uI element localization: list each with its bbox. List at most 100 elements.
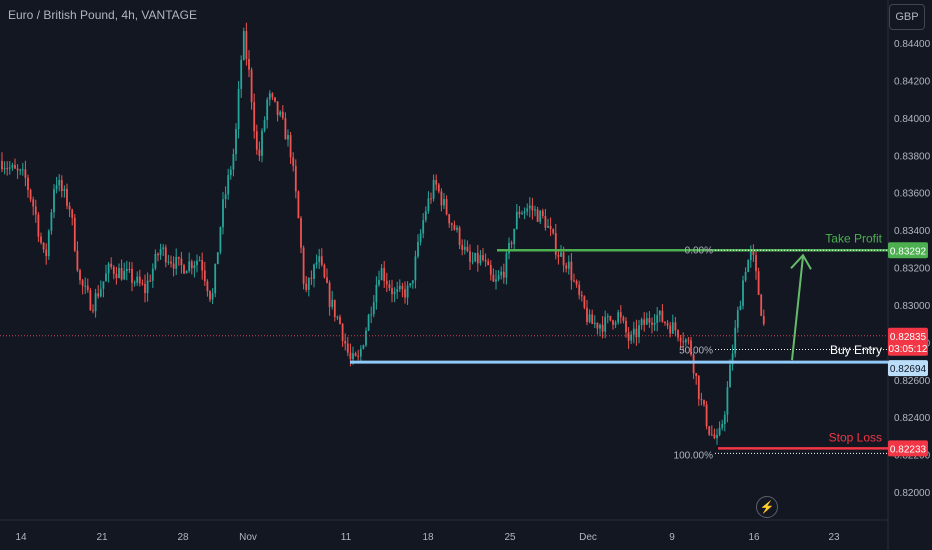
candle-body <box>409 283 412 286</box>
candle-body <box>279 111 282 116</box>
candle-body <box>739 305 742 311</box>
stop-loss-price-tag-bg <box>888 440 928 457</box>
candle-body <box>341 323 344 342</box>
candle-body <box>557 254 560 257</box>
candle-body <box>336 316 339 318</box>
y-tick-label: 0.82400 <box>894 413 931 424</box>
x-tick-label: Dec <box>579 532 597 543</box>
candle-body <box>651 322 653 325</box>
candle-body <box>6 168 9 170</box>
candle-body <box>729 364 731 388</box>
candle-body <box>552 228 555 234</box>
candle-body <box>209 291 211 300</box>
fib-label-0: 0.00% <box>685 245 713 256</box>
candle-body <box>419 233 422 242</box>
candle-body <box>474 252 477 262</box>
candle-body <box>157 253 159 256</box>
candle-body <box>385 280 388 285</box>
candle-body <box>718 427 721 435</box>
candle-body <box>424 211 427 221</box>
y-tick-label: 0.82000 <box>894 488 931 499</box>
candle-body <box>497 275 500 280</box>
candle-body <box>762 315 765 325</box>
candle-body <box>453 224 456 230</box>
candle-body <box>682 341 685 343</box>
fib-label-50: 50.00% <box>679 345 713 356</box>
candle-body <box>575 280 578 285</box>
candle-body <box>248 59 250 70</box>
candle-body <box>45 249 48 257</box>
candle-body <box>159 248 162 256</box>
candle-body <box>388 284 391 289</box>
candle-body <box>123 270 126 280</box>
candle-body <box>177 256 180 259</box>
candle-body <box>523 211 526 214</box>
candle-body <box>404 289 406 298</box>
candle-body <box>578 284 581 296</box>
candle-body <box>617 312 620 323</box>
candle-body <box>471 261 474 263</box>
projection-arrow-head <box>790 253 812 270</box>
candle-body <box>274 97 276 102</box>
y-tick-label: 0.83600 <box>894 189 931 200</box>
x-tick-label: 25 <box>504 532 516 543</box>
candle-body <box>63 189 66 191</box>
candle-body <box>79 270 81 281</box>
candle-body <box>534 209 536 211</box>
candle-body <box>50 212 53 231</box>
candle-body <box>463 246 466 250</box>
candle-body <box>606 315 609 317</box>
candle-body <box>661 310 664 322</box>
candle-body <box>76 250 79 271</box>
candle-body <box>674 322 677 331</box>
countdown-tag: 03:05:12 <box>889 344 928 355</box>
candle-body <box>154 253 157 269</box>
candle-body <box>86 285 89 291</box>
candle-body <box>365 330 367 346</box>
candle-body <box>422 220 425 234</box>
candle-body <box>544 216 547 228</box>
candle-body <box>479 255 482 264</box>
y-tick-label: 0.84000 <box>894 114 931 125</box>
y-tick-label: 0.84400 <box>894 39 931 50</box>
x-tick-label: 9 <box>669 532 675 543</box>
candle-body <box>721 423 724 428</box>
candle-body <box>318 256 321 263</box>
x-tick-label: 11 <box>341 532 352 543</box>
candle-body <box>383 268 386 281</box>
candle-body <box>42 242 45 250</box>
candle-body <box>320 256 323 265</box>
candle-body <box>284 118 287 140</box>
candle-body <box>105 273 107 282</box>
candle-body <box>510 242 513 245</box>
candle-body <box>518 211 521 215</box>
candle-body <box>307 277 310 290</box>
lightning-icon[interactable]: ⚡ <box>756 496 778 518</box>
candle-body <box>697 375 700 400</box>
currency-button[interactable]: GBP <box>889 4 925 30</box>
candle-body <box>216 252 219 265</box>
candle-body <box>648 318 651 323</box>
candle-body <box>214 264 217 294</box>
candle-body <box>456 227 458 230</box>
candle-body <box>73 217 76 251</box>
candle-body <box>554 233 557 255</box>
candle-body <box>222 199 224 228</box>
candle-body <box>547 225 549 228</box>
candle-body <box>749 250 752 261</box>
candle-body <box>466 246 469 252</box>
candle-body <box>435 179 438 185</box>
candle-body <box>677 330 679 338</box>
candle-body <box>333 299 336 318</box>
candle-body <box>401 285 404 290</box>
candle-body <box>138 276 141 284</box>
candle-body <box>744 272 747 281</box>
candle-body <box>170 261 172 264</box>
candle-body <box>266 99 269 121</box>
candle-body <box>136 276 139 283</box>
y-tick-label: 0.84200 <box>894 76 931 87</box>
candle-body <box>305 283 308 290</box>
candle-body <box>653 322 656 325</box>
candle-body <box>645 318 648 325</box>
